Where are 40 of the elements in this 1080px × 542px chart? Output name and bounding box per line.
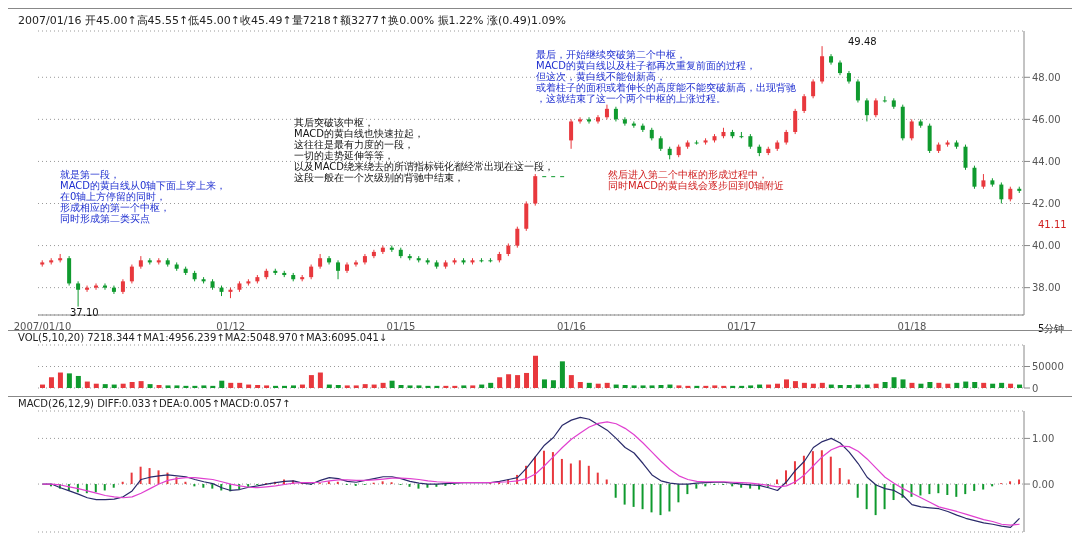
annotation: 49.48 xyxy=(848,36,877,47)
annotation: MACD的黄白线从0轴下面上穿上来， xyxy=(60,180,227,191)
annotation: MACD的黄白线以及柱子都再次重复前面的过程， xyxy=(536,60,756,71)
y-tick-label: 0.00 xyxy=(1032,478,1055,490)
y-tick-label: 1.00 xyxy=(1032,432,1055,444)
annotation: MACD的黄白线也快速拉起， xyxy=(294,128,424,139)
x-tick-label: 01/18 xyxy=(897,321,927,333)
chart-title: VOL(5,10,20) 7218.344↑MA1:4956.239↑MA2:5048.970↑MA3:6095.041↓ xyxy=(18,332,388,343)
annotation: 然后进入第二个中枢的形成过程中， xyxy=(608,169,768,180)
annotation: 或着柱子的面积或着伸长的高度能不能突破新高，出现背驰 xyxy=(536,82,796,93)
annotation: 这段一般在一个次级别的背驰中结束， xyxy=(294,172,464,183)
annotation: 这往往是最有力度的一段， xyxy=(294,139,414,150)
chart-title: MACD(26,12,9) DIFF:0.033↑DEA:0.005↑MACD:0.057↑ xyxy=(18,398,291,409)
text: 41.11 xyxy=(1038,219,1067,230)
y-tick-label: 50000 xyxy=(1032,361,1064,373)
annotation: 其后突破该中枢， xyxy=(294,117,374,128)
y-tick-label: 42.00 xyxy=(1032,198,1061,210)
annotation: 就是第一段， xyxy=(60,169,120,180)
x-tick-label: 01/15 xyxy=(386,321,416,333)
y-tick-label: 46.00 xyxy=(1032,113,1061,125)
x-tick-label: 01/17 xyxy=(727,321,757,333)
annotation: 但这次，黄白线不能创新高， xyxy=(536,71,666,82)
annotation: 同时MACD的黄白线会逐步回到0轴附近 xyxy=(608,180,785,191)
y-tick-label: 40.00 xyxy=(1032,240,1061,252)
annotation: ，这就结束了这一个两个中枢的上涨过程。 xyxy=(536,93,726,104)
chart-subtitle: 2007/01/16 开45.00↑高45.55↑低45.00↑收45.49↑量7218↑额3277↑换0.00% 振1.22% 涨(0.49)1.09% xyxy=(18,13,567,28)
y-tick-label: 44.00 xyxy=(1032,155,1061,167)
annotation: 一切的走势延伸等等， xyxy=(294,150,394,161)
annotation: 同时形成第二类买点 xyxy=(60,213,150,224)
annotation: 形成相应的第一个中枢， xyxy=(60,202,170,213)
y-tick-label: 48.00 xyxy=(1032,71,1061,83)
x-tick-label: 01/16 xyxy=(556,321,586,333)
annotation: 37.10 xyxy=(70,307,99,318)
x-tick-label: 2007/01/10 xyxy=(13,321,72,333)
annotation: 最后，开始继续突破第二个中枢， xyxy=(536,49,686,60)
y-tick-label: 0 xyxy=(1032,382,1039,394)
annotation: 在0轴上方停留的同时， xyxy=(60,191,167,202)
x-tick-label: 01/12 xyxy=(216,321,246,333)
y-tick-label: 38.00 xyxy=(1032,282,1061,294)
annotation: 以及MACD绕来绕去的所谓指标钝化都经常出现在这一段， xyxy=(294,161,554,172)
